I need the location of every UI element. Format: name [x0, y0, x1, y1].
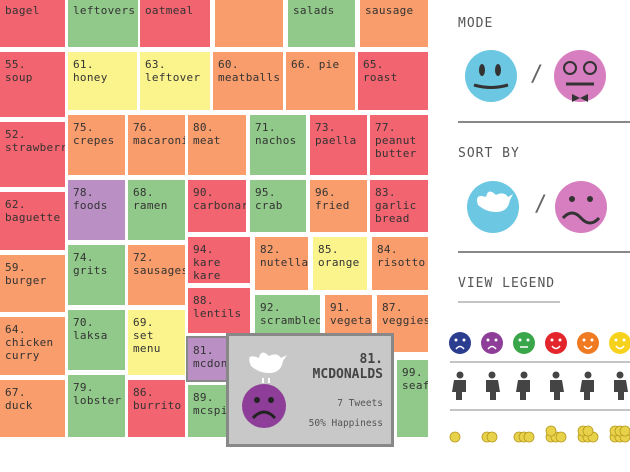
- food-tile[interactable]: 73. paella: [310, 115, 367, 175]
- tooltip-title: 81. MCDONALDS: [312, 352, 383, 382]
- food-tile[interactable]: 91. vegetab: [325, 295, 372, 335]
- side-panel: [449, 50, 630, 443]
- food-tile[interactable]: 69. set menu: [128, 310, 185, 375]
- legend-faces: [449, 332, 630, 354]
- food-tile[interactable]: 64. chicken curry: [0, 317, 65, 375]
- food-tile[interactable]: 65. roast: [358, 52, 428, 110]
- food-tile[interactable]: 95. crab: [250, 180, 306, 232]
- sort-tweets[interactable]: [467, 181, 519, 233]
- mode-happy[interactable]: [465, 50, 517, 102]
- food-tile[interactable]: 52. strawberr: [0, 122, 65, 187]
- food-tile[interactable]: [215, 0, 283, 47]
- food-tile[interactable]: salads: [288, 0, 355, 47]
- legend-person: [488, 371, 496, 379]
- legend-face: [577, 332, 599, 354]
- legend-face: [609, 332, 630, 354]
- food-tile[interactable]: 77. peanut butter: [370, 115, 428, 175]
- food-tile[interactable]: 90. carbonar: [188, 180, 246, 232]
- mode-nerd[interactable]: [554, 50, 606, 102]
- legend-face: [449, 332, 471, 354]
- tooltip-tweets: 7 Tweets: [337, 398, 383, 409]
- food-tile[interactable]: 75. crepes: [68, 115, 125, 175]
- food-tile[interactable]: 84. risotto: [372, 237, 428, 290]
- tooltip-icons: [242, 352, 287, 428]
- food-tile[interactable]: 61. honey: [68, 52, 137, 110]
- legend-bag: [619, 425, 630, 437]
- tooltip-happiness: 50% Happiness: [308, 418, 383, 429]
- sort-happiness[interactable]: [555, 181, 607, 233]
- food-tile[interactable]: bagel: [0, 0, 65, 47]
- food-tile[interactable]: 83. garlic bread: [370, 180, 428, 232]
- legend-people: [452, 371, 628, 400]
- legend-person: [552, 371, 560, 379]
- food-tile[interactable]: 60. meatballs: [213, 52, 283, 110]
- sort-heading: SORT BY: [458, 146, 520, 161]
- legend-bag: [582, 425, 594, 437]
- tooltip: 81. MCDONALDS 7 Tweets 50% Happiness: [226, 333, 394, 447]
- food-tile[interactable]: 82. nutella: [255, 237, 308, 290]
- legend-person: [616, 371, 624, 379]
- legend-face: [513, 332, 535, 354]
- food-tile[interactable]: 89. mcspi: [188, 385, 228, 437]
- legend-bags: [449, 425, 630, 443]
- food-tile[interactable]: 92. scrambled: [255, 295, 320, 335]
- legend-face: [481, 332, 503, 354]
- separator: /: [530, 62, 544, 87]
- food-tile[interactable]: 79. lobster: [68, 375, 125, 437]
- food-tile[interactable]: 71. nachos: [250, 115, 306, 175]
- sad-face: [242, 384, 286, 428]
- legend-person: [520, 371, 528, 379]
- food-tile[interactable]: leftovers: [68, 0, 138, 47]
- food-tile[interactable]: 55. soup: [0, 52, 65, 117]
- food-tile[interactable]: 78. foods: [68, 180, 125, 240]
- food-tile[interactable]: 96. fried: [310, 180, 367, 232]
- legend-bag: [449, 431, 461, 443]
- food-tile[interactable]: 74. grits: [68, 245, 125, 305]
- legend-bag: [545, 425, 557, 437]
- bird-icon: [249, 352, 287, 373]
- food-tile[interactable]: 67. duck: [0, 380, 65, 437]
- food-tile[interactable]: 70. laksa: [68, 310, 125, 370]
- food-tile[interactable]: 94. kare kare: [188, 237, 250, 283]
- food-tile[interactable]: 88. lentils: [188, 288, 250, 333]
- food-tile[interactable]: 86. burrito: [128, 380, 185, 437]
- food-tile[interactable]: 68. ramen: [128, 180, 185, 240]
- legend-person: [456, 371, 464, 379]
- legend-person: [584, 371, 592, 379]
- mode-heading: MODE: [458, 16, 494, 31]
- food-tile[interactable]: 72. sausages: [128, 245, 185, 305]
- legend-face: [545, 332, 567, 354]
- food-tile[interactable]: 62. baguette: [0, 192, 65, 250]
- separator: /: [534, 192, 548, 217]
- food-tile[interactable]: 85. orange: [313, 237, 367, 290]
- food-tile[interactable]: sausage: [360, 0, 428, 47]
- food-tile[interactable]: 63. leftover: [140, 52, 210, 110]
- legend-bag: [523, 431, 535, 443]
- food-tile[interactable]: 66. pie: [286, 52, 355, 110]
- food-tile[interactable]: 76. macaroni: [128, 115, 185, 175]
- legend-bag: [486, 431, 498, 443]
- legend-heading[interactable]: VIEW LEGEND: [458, 276, 556, 291]
- food-tile[interactable]: 59. burger: [0, 255, 65, 312]
- food-tile[interactable]: oatmeal: [140, 0, 210, 47]
- food-tile[interactable]: 80. meat: [188, 115, 246, 175]
- legend-bag: [555, 431, 567, 443]
- food-tile[interactable]: 99. seafo: [397, 360, 428, 437]
- food-tile[interactable]: 81. mcdon: [186, 336, 230, 382]
